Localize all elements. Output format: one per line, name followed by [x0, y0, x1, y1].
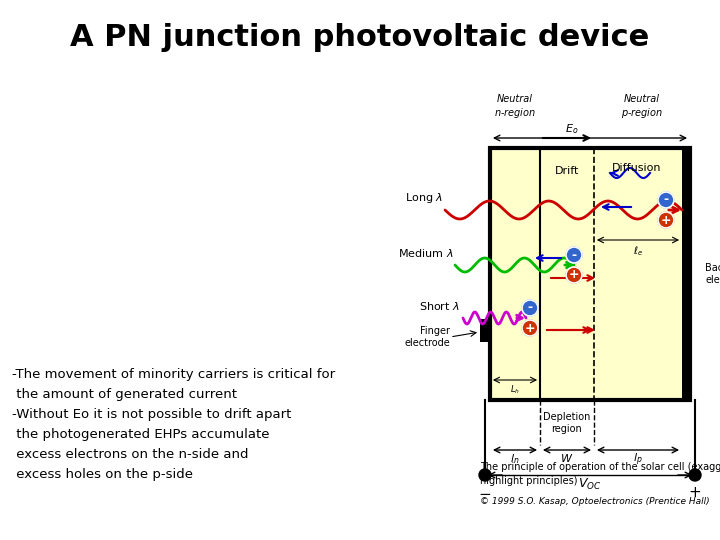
Text: $L_h$: $L_h$ — [510, 384, 520, 396]
Text: -: - — [528, 301, 533, 314]
Text: +: + — [525, 321, 535, 334]
Text: -The movement of minority carriers is critical for: -The movement of minority carriers is cr… — [12, 368, 335, 381]
Circle shape — [689, 469, 701, 481]
Text: Neutral
$p$-region: Neutral $p$-region — [621, 94, 663, 120]
Circle shape — [658, 212, 674, 228]
Circle shape — [566, 267, 582, 283]
Text: -: - — [663, 193, 669, 206]
Text: $+$: $+$ — [688, 485, 701, 500]
Text: $l_p$: $l_p$ — [633, 452, 643, 468]
Text: $W$: $W$ — [560, 452, 574, 464]
Text: $l_n$: $l_n$ — [510, 452, 520, 466]
Bar — [490, 148, 690, 400]
Text: +: + — [569, 268, 580, 281]
Text: © 1999 S.O. Kasap, Optoelectronics (Prentice Hall): © 1999 S.O. Kasap, Optoelectronics (Pren… — [480, 497, 710, 506]
Text: -: - — [572, 248, 577, 261]
Text: $-$: $-$ — [478, 485, 492, 500]
Text: Drift: Drift — [555, 166, 579, 176]
Text: $\ell_e$: $\ell_e$ — [633, 244, 643, 258]
Text: Short $\lambda$: Short $\lambda$ — [419, 300, 460, 312]
Circle shape — [658, 192, 674, 208]
Bar — [480, 319, 490, 342]
Circle shape — [479, 469, 491, 481]
Circle shape — [522, 300, 538, 316]
Text: excess electrons on the n-side and: excess electrons on the n-side and — [12, 448, 248, 461]
Text: Medium $\lambda$: Medium $\lambda$ — [397, 247, 453, 259]
Text: the amount of generated current: the amount of generated current — [12, 388, 237, 401]
Circle shape — [522, 320, 538, 336]
Bar — [682, 148, 690, 400]
Text: Long $\lambda$: Long $\lambda$ — [405, 191, 443, 205]
Text: Back
electrode: Back electrode — [705, 263, 720, 285]
Text: Neutral
$n$-region: Neutral $n$-region — [494, 94, 536, 120]
Text: excess holes on the p-side: excess holes on the p-side — [12, 468, 193, 481]
Text: the photogenerated EHPs accumulate: the photogenerated EHPs accumulate — [12, 428, 269, 441]
Text: Depletion
region: Depletion region — [544, 412, 590, 434]
Circle shape — [566, 247, 582, 263]
Text: Diffusion: Diffusion — [612, 163, 662, 173]
Text: A PN junction photovoltaic device: A PN junction photovoltaic device — [71, 24, 649, 52]
Text: +: + — [661, 213, 671, 226]
Text: Finger
electrode: Finger electrode — [404, 326, 450, 348]
Text: The principle of operation of the solar cell (exaggerated features: The principle of operation of the solar … — [480, 462, 720, 472]
Text: $E_o$: $E_o$ — [565, 122, 579, 136]
Text: $V_{OC}$: $V_{OC}$ — [578, 477, 602, 492]
Text: highlight principles): highlight principles) — [480, 476, 577, 486]
Text: -Without Eo it is not possible to drift apart: -Without Eo it is not possible to drift … — [12, 408, 292, 421]
